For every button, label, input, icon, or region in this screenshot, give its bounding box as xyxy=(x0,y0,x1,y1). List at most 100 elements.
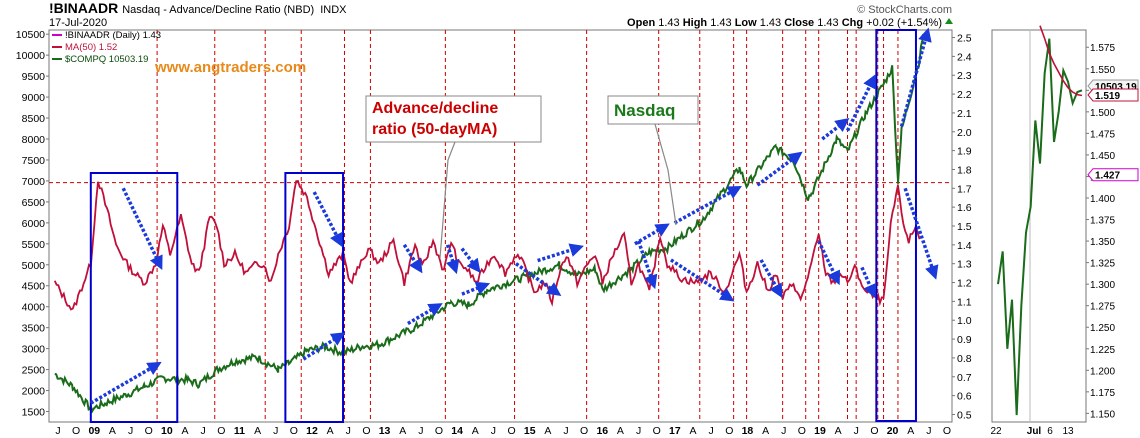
adr-callout-line1: Advance/decline xyxy=(372,100,498,117)
ohlc-readout: Open 1.43 High 1.43 Low 1.43 Close 1.43 … xyxy=(627,17,942,29)
side-tick-label: 1.275 xyxy=(1090,302,1115,313)
x-tick-label: A xyxy=(399,425,406,437)
x-tick-label: O xyxy=(653,425,661,437)
trend-arrow xyxy=(445,244,460,275)
side-tick-label: 1.500 xyxy=(1090,108,1115,119)
trend-arrow xyxy=(121,187,163,271)
right-tick-label: 0.8 xyxy=(957,353,972,365)
right-tick-label: 1.0 xyxy=(957,315,972,327)
x-tick-label: J xyxy=(128,425,133,437)
side-x-label: 22 xyxy=(990,426,1002,437)
trend-arrow xyxy=(407,303,443,325)
trend-arrow xyxy=(514,262,562,297)
right-tick-label: 1.4 xyxy=(957,240,972,252)
x-tick-label: J xyxy=(854,425,859,437)
right-tick-label: 2.4 xyxy=(957,51,972,63)
symbol: !BINAADR xyxy=(49,0,118,16)
x-tick-label: J xyxy=(709,425,714,437)
x-tick-label: J xyxy=(926,425,931,437)
main-plot-frame xyxy=(48,29,953,423)
x-tick-label: 16 xyxy=(596,425,608,437)
right-tick-label: 1.2 xyxy=(957,278,972,290)
adr-value-badge-shape xyxy=(1087,168,1139,182)
x-tick-label: O xyxy=(72,425,80,437)
legend-label: $COMPQ 10503.19 xyxy=(65,54,148,65)
left-tick-label: 5000 xyxy=(22,260,46,272)
adr-callout-box xyxy=(365,95,542,143)
trend-arrow xyxy=(673,185,742,225)
side-tick-label: 1.175 xyxy=(1090,388,1115,399)
x-tick-label: 09 xyxy=(88,425,100,437)
x-tick-label: J xyxy=(201,425,206,437)
x-tick-label: J xyxy=(55,425,60,437)
x-tick-label: 17 xyxy=(669,425,681,437)
left-tick-label: 10500 xyxy=(16,29,45,41)
trend-arrow xyxy=(669,258,735,302)
x-tick-label: J xyxy=(273,425,278,437)
trend-arrow xyxy=(89,361,162,405)
right-tick-label: 1.8 xyxy=(957,164,972,176)
side-tick-label: 1.375 xyxy=(1090,216,1115,227)
x-tick-label: 19 xyxy=(814,425,826,437)
right-tick-label: 1.5 xyxy=(957,221,972,233)
ma-value-badge: 1.519 xyxy=(1087,88,1139,102)
x-tick-label: O xyxy=(943,425,951,437)
ma-value-badge-text: 1.519 xyxy=(1095,91,1120,102)
ohlc-part: 1.43 xyxy=(757,17,785,29)
side-tick-label: 1.325 xyxy=(1090,259,1115,270)
x-tick-label: J xyxy=(346,425,351,437)
trend-arrow xyxy=(636,240,658,290)
left-tick-label: 10000 xyxy=(16,50,45,62)
left-tick-label: 9000 xyxy=(22,92,46,104)
right-tick-label: 2.0 xyxy=(957,127,972,139)
x-tick-label: A xyxy=(907,425,914,437)
left-tick-label: 4000 xyxy=(22,302,46,314)
right-tick-label: 2.2 xyxy=(957,89,972,101)
left-tick-label: 3000 xyxy=(22,344,46,356)
left-tick-label: 8000 xyxy=(22,134,46,146)
side-ma-line xyxy=(1039,25,1083,97)
x-tick-label: 12 xyxy=(306,425,318,437)
right-tick-label: 1.9 xyxy=(957,146,972,158)
highlight-box xyxy=(875,29,917,422)
legend-label: MA(50) 1.52 xyxy=(65,42,117,53)
right-tick-label: 0.6 xyxy=(957,391,972,403)
header-title: !BINAADR Nasdaq - Advance/Decline Ratio (… xyxy=(49,0,347,16)
x-tick-label: A xyxy=(762,425,769,437)
side-plot-frame xyxy=(991,29,1087,423)
x-tick-label: O xyxy=(217,425,225,437)
ohlc-part: Open xyxy=(627,17,655,29)
x-tick-label: O xyxy=(798,425,806,437)
ohlc-part: Chg xyxy=(842,17,863,29)
x-tick-label: A xyxy=(109,425,116,437)
adr-callout-pointer xyxy=(439,141,456,259)
x-tick-label: 10 xyxy=(161,425,173,437)
trend-arrow xyxy=(759,259,783,299)
trend-arrow xyxy=(312,191,343,248)
side-tick-label: 1.150 xyxy=(1090,409,1115,420)
right-tick-label: 0.7 xyxy=(957,372,972,384)
x-tick-label: O xyxy=(870,425,878,437)
x-tick-label: 20 xyxy=(887,425,899,437)
x-tick-label: A xyxy=(254,425,261,437)
ohlc-part: 1.43 xyxy=(814,17,842,29)
left-tick-label: 8500 xyxy=(22,113,46,125)
ohlc-part: 1.43 xyxy=(655,17,683,29)
side-adr-line xyxy=(997,38,1083,416)
x-tick-label: O xyxy=(580,425,588,437)
x-tick-label: J xyxy=(491,425,496,437)
highlight-box xyxy=(89,172,179,423)
x-tick-label: A xyxy=(544,425,551,437)
side-x-label: Jul xyxy=(1027,426,1042,437)
ohlc-part: 1.43 xyxy=(707,17,735,29)
up-triangle-icon xyxy=(945,18,953,24)
side-x-label: 13 xyxy=(1062,426,1074,437)
side-tick-label: 1.450 xyxy=(1090,151,1115,162)
x-tick-label: A xyxy=(472,425,479,437)
nasdaq-callout-pointer xyxy=(654,123,677,226)
side-tick-label: 1.300 xyxy=(1090,280,1115,291)
right-tick-label: 0.9 xyxy=(957,334,972,346)
left-tick-label: 4500 xyxy=(22,281,46,293)
trend-arrow xyxy=(860,266,877,299)
